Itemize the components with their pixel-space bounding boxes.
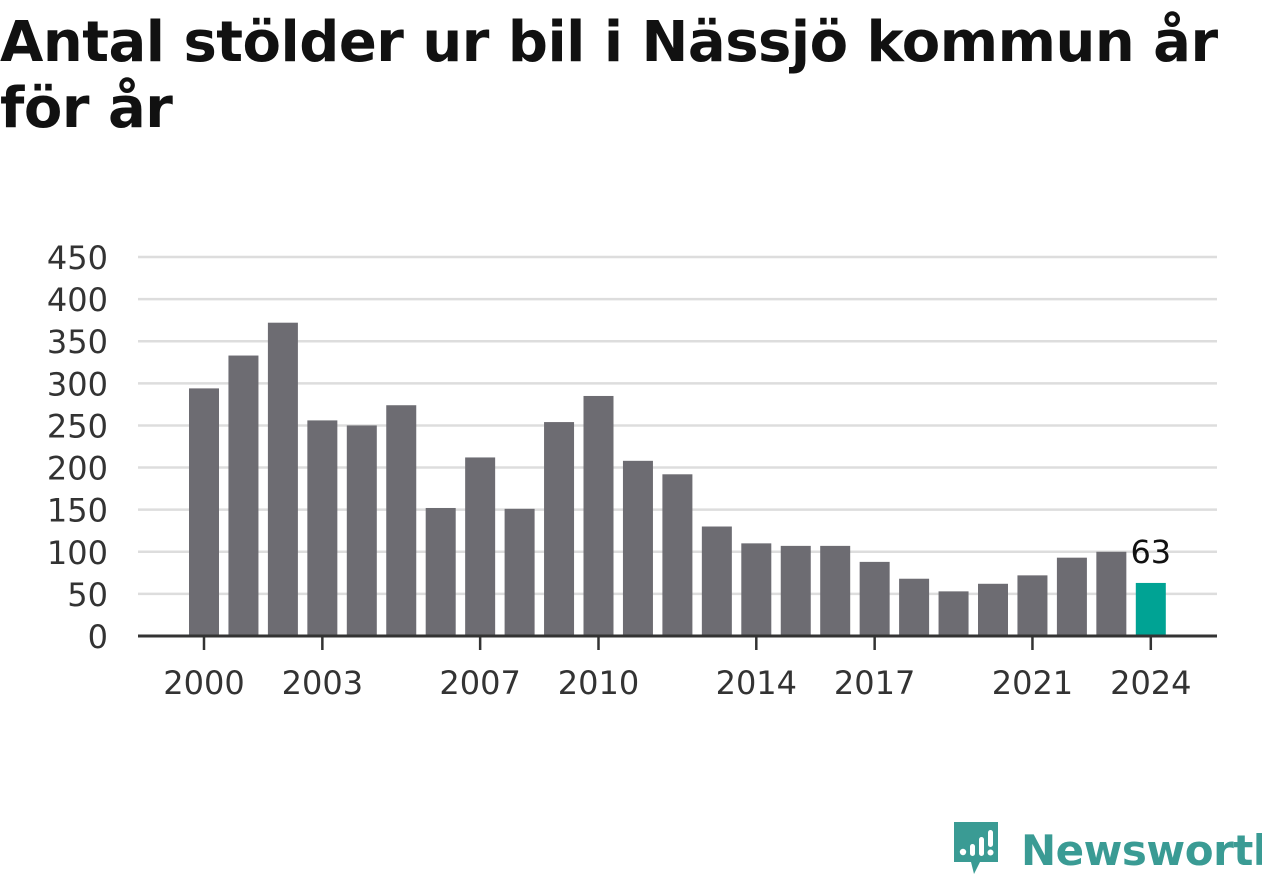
bar-2024[interactable]: [1135, 582, 1166, 636]
x-tick-label: 2024: [1110, 664, 1191, 702]
newsworthy-logo[interactable]: Newsworthy: [951, 820, 1262, 880]
bar-2004[interactable]: [346, 425, 377, 636]
y-tick-label: 300: [47, 365, 108, 403]
bar-2014[interactable]: [741, 543, 772, 636]
bar-2016[interactable]: [820, 545, 851, 636]
x-tick-label: 2000: [163, 664, 244, 702]
bars: [189, 322, 1166, 636]
bar-2021[interactable]: [1017, 575, 1048, 636]
newsworthy-logo-icon: [951, 818, 1001, 882]
chart-title: Antal stölder ur bil i Nässjö kommun år …: [0, 10, 1218, 141]
y-tick-label: 0: [88, 618, 108, 656]
bar-2001[interactable]: [228, 355, 259, 636]
x-tick-label: 2003: [282, 664, 363, 702]
bar-2011[interactable]: [622, 460, 653, 636]
bar-2000[interactable]: [189, 388, 219, 636]
bar-2013[interactable]: [701, 526, 732, 636]
bar-2017[interactable]: [859, 561, 890, 636]
newsworthy-logo-text: Newsworthy: [1021, 825, 1262, 875]
y-tick-label: 450: [47, 239, 108, 277]
labels: 0 50 100 150 200 250 300 350 400 450 2000 2003 2007 2…: [47, 239, 1192, 702]
y-tick-label: 250: [47, 407, 108, 445]
bar-2020[interactable]: [978, 583, 1008, 636]
bar-2005[interactable]: [386, 405, 417, 636]
bar-2022[interactable]: [1056, 557, 1087, 636]
y-tick-label: 150: [47, 492, 108, 530]
x-tick-label: 2007: [439, 664, 520, 702]
bar-2018[interactable]: [899, 578, 930, 636]
x-tick-label: 2010: [558, 664, 639, 702]
bar-2019[interactable]: [938, 591, 969, 636]
y-tick-label: 100: [47, 534, 108, 572]
bar-2010[interactable]: [583, 395, 614, 636]
y-tick-label: 200: [47, 450, 108, 488]
bar-2006[interactable]: [425, 507, 456, 636]
x-tick-label: 2017: [834, 664, 915, 702]
bar-2008[interactable]: [504, 508, 535, 636]
axes: [138, 634, 1217, 650]
bar-2003[interactable]: [307, 420, 338, 636]
bar-2007[interactable]: [465, 457, 496, 636]
y-tick-label: 50: [67, 576, 108, 614]
y-tick-label: 400: [47, 281, 108, 319]
bar-2015[interactable]: [780, 545, 811, 636]
bar-2009[interactable]: [544, 422, 575, 636]
bar-2002[interactable]: [267, 322, 298, 636]
bar-2012[interactable]: [662, 474, 693, 636]
y-tick-label: 350: [47, 323, 108, 361]
bar-value-annotation: 63: [1130, 533, 1171, 571]
x-tick-label: 2014: [716, 664, 797, 702]
bar-2023[interactable]: [1096, 551, 1127, 636]
x-tick-label: 2021: [992, 664, 1073, 702]
